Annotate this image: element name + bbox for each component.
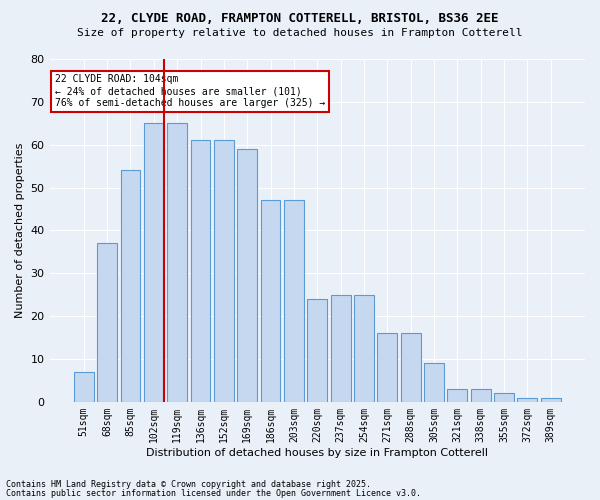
- Bar: [214, 140, 234, 402]
- Bar: [517, 398, 538, 402]
- Bar: [448, 389, 467, 402]
- Bar: [471, 389, 491, 402]
- Bar: [401, 334, 421, 402]
- X-axis label: Distribution of detached houses by size in Frampton Cotterell: Distribution of detached houses by size …: [146, 448, 488, 458]
- Bar: [97, 244, 117, 402]
- Y-axis label: Number of detached properties: Number of detached properties: [15, 142, 25, 318]
- Text: Contains HM Land Registry data © Crown copyright and database right 2025.: Contains HM Land Registry data © Crown c…: [6, 480, 371, 489]
- Bar: [354, 294, 374, 402]
- Text: Contains public sector information licensed under the Open Government Licence v3: Contains public sector information licen…: [6, 488, 421, 498]
- Bar: [74, 372, 94, 402]
- Bar: [284, 200, 304, 402]
- Bar: [238, 149, 257, 402]
- Text: 22, CLYDE ROAD, FRAMPTON COTTERELL, BRISTOL, BS36 2EE: 22, CLYDE ROAD, FRAMPTON COTTERELL, BRIS…: [101, 12, 499, 26]
- Bar: [331, 294, 350, 402]
- Bar: [494, 394, 514, 402]
- Bar: [541, 398, 560, 402]
- Bar: [121, 170, 140, 402]
- Bar: [144, 124, 164, 402]
- Bar: [191, 140, 211, 402]
- Bar: [307, 299, 327, 402]
- Bar: [260, 200, 280, 402]
- Bar: [377, 334, 397, 402]
- Text: 22 CLYDE ROAD: 104sqm
← 24% of detached houses are smaller (101)
76% of semi-det: 22 CLYDE ROAD: 104sqm ← 24% of detached …: [55, 74, 325, 108]
- Bar: [167, 124, 187, 402]
- Text: Size of property relative to detached houses in Frampton Cotterell: Size of property relative to detached ho…: [77, 28, 523, 38]
- Bar: [424, 364, 444, 402]
